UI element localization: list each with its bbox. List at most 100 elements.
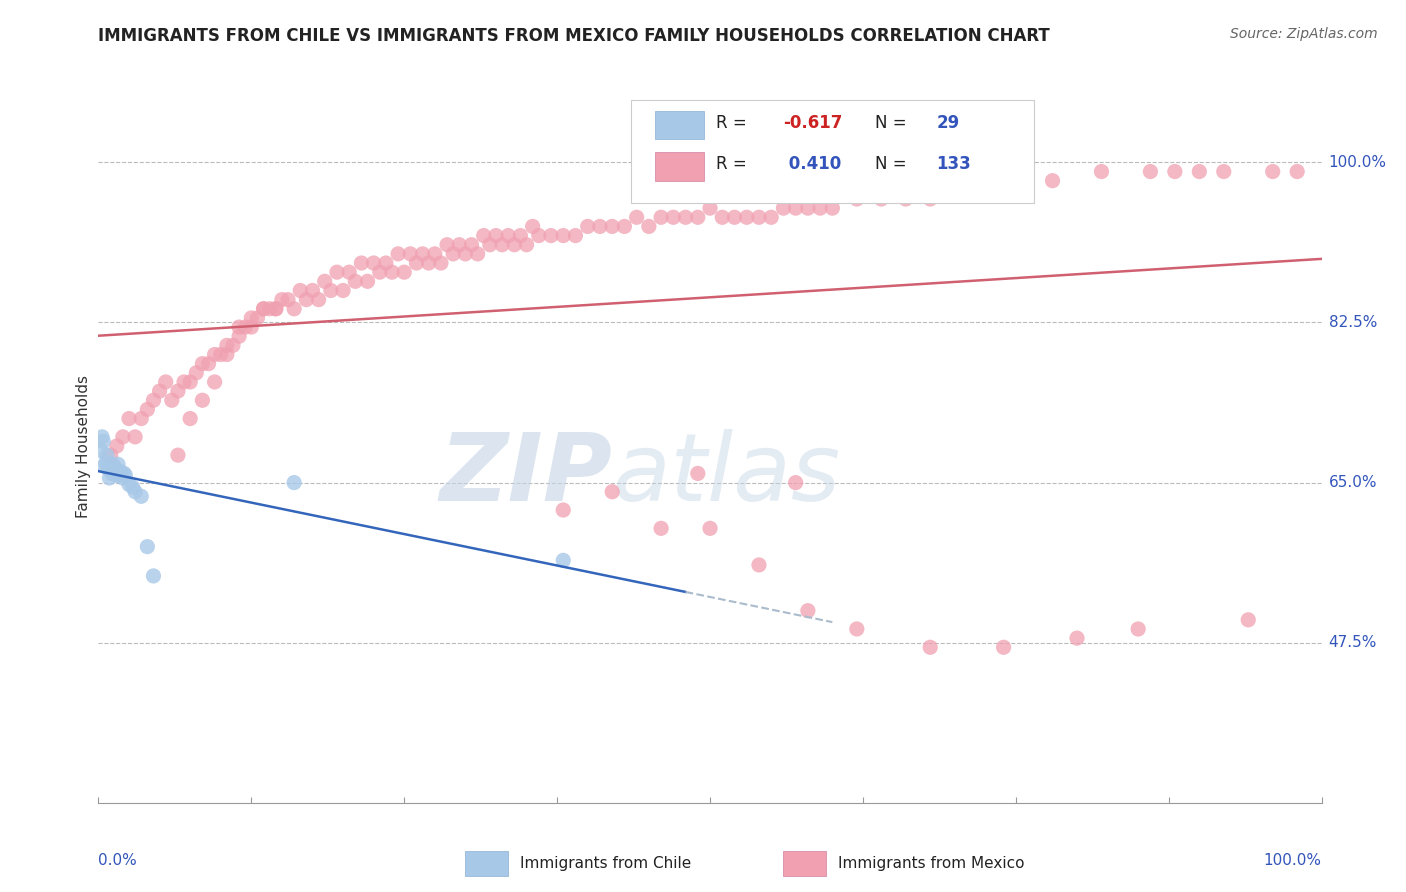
Point	[821, 201, 844, 215]
Point	[228, 329, 250, 343]
Point	[91, 434, 114, 449]
Point	[264, 301, 287, 316]
Point	[96, 448, 118, 462]
Point	[290, 284, 312, 298]
Point	[215, 347, 238, 361]
Point	[797, 604, 820, 618]
Point	[105, 468, 128, 483]
Point	[441, 247, 464, 261]
Point	[1164, 164, 1187, 178]
Point	[103, 465, 125, 479]
Point	[129, 411, 152, 425]
Point	[160, 393, 183, 408]
Point	[90, 443, 112, 458]
Point	[222, 338, 245, 352]
Point	[600, 219, 623, 234]
Point	[108, 468, 131, 483]
Point	[111, 430, 134, 444]
Point	[124, 484, 146, 499]
Point	[350, 256, 373, 270]
Point	[412, 247, 434, 261]
Point	[1261, 164, 1284, 178]
Point	[540, 228, 562, 243]
Point	[870, 192, 893, 206]
Point	[711, 211, 734, 225]
Point	[112, 467, 135, 481]
Point	[240, 310, 263, 325]
Point	[283, 475, 305, 490]
Point	[136, 540, 159, 554]
Point	[650, 521, 672, 535]
Point	[399, 247, 422, 261]
Point	[449, 237, 471, 252]
Bar	[465, 851, 508, 876]
Point	[772, 201, 794, 215]
Point	[105, 439, 128, 453]
Point	[723, 211, 745, 225]
Text: Source: ZipAtlas.com: Source: ZipAtlas.com	[1230, 27, 1378, 41]
Point	[277, 293, 299, 307]
Point	[626, 211, 648, 225]
Point	[699, 201, 721, 215]
Point	[650, 211, 672, 225]
Point	[467, 247, 489, 261]
Point	[515, 237, 537, 252]
Point	[337, 265, 360, 279]
Point	[418, 256, 440, 270]
Point	[430, 256, 453, 270]
Point	[264, 301, 287, 316]
Text: R =: R =	[716, 114, 752, 132]
Text: 0.410: 0.410	[783, 155, 842, 173]
Point	[252, 301, 274, 316]
Point	[124, 430, 146, 444]
Point	[509, 228, 531, 243]
Point	[204, 375, 226, 389]
Point	[522, 219, 544, 234]
Y-axis label: Family Households: Family Households	[76, 375, 91, 517]
Point	[845, 192, 868, 206]
Point	[98, 471, 121, 485]
Point	[381, 265, 404, 279]
Point	[197, 357, 219, 371]
Point	[93, 459, 115, 474]
Text: -0.617: -0.617	[783, 114, 842, 132]
Point	[613, 219, 636, 234]
Text: Immigrants from Chile: Immigrants from Chile	[520, 856, 692, 871]
Point	[460, 237, 482, 252]
Point	[301, 284, 323, 298]
Point	[600, 484, 623, 499]
Point	[308, 293, 330, 307]
Point	[589, 219, 612, 234]
Text: atlas: atlas	[612, 429, 841, 520]
FancyBboxPatch shape	[630, 100, 1035, 203]
Point	[97, 462, 120, 476]
Point	[246, 310, 269, 325]
Point	[920, 192, 942, 206]
Text: 82.5%: 82.5%	[1329, 315, 1376, 330]
Point	[233, 320, 256, 334]
Point	[1188, 164, 1211, 178]
Point	[167, 448, 190, 462]
Point	[111, 471, 134, 485]
Point	[405, 256, 427, 270]
Point	[118, 411, 141, 425]
Text: 29: 29	[936, 114, 959, 132]
Point	[100, 448, 122, 462]
Point	[423, 247, 446, 261]
Text: 100.0%: 100.0%	[1329, 155, 1386, 169]
Point	[104, 462, 127, 476]
Point	[761, 211, 783, 225]
Point	[186, 366, 208, 380]
Bar	[783, 851, 827, 876]
Point	[1237, 613, 1260, 627]
Point	[920, 640, 942, 655]
Text: 133: 133	[936, 155, 972, 173]
Bar	[655, 111, 704, 139]
Point	[845, 622, 868, 636]
Point	[436, 237, 458, 252]
Point	[967, 183, 990, 197]
Point	[785, 475, 807, 490]
Point	[485, 228, 508, 243]
Point	[699, 521, 721, 535]
Point	[785, 201, 807, 215]
